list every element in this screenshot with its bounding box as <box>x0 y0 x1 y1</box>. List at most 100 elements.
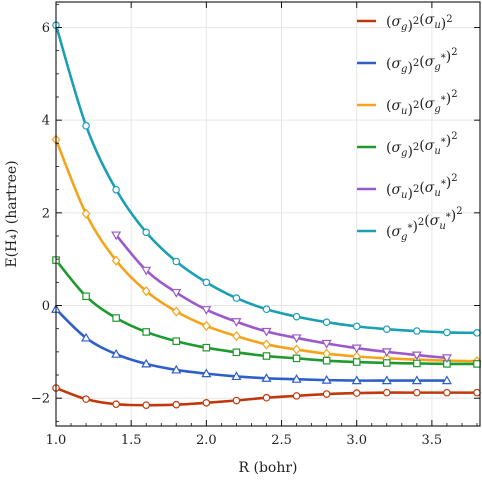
triangle-down-marker <box>231 318 242 327</box>
diamond-marker <box>262 339 271 350</box>
legend-label-part: σ <box>391 56 401 72</box>
diamond-marker <box>171 306 181 317</box>
legend: (σg)2(σu)2(σg)2(σg*)2(σu)2(σg*)2(σg)2(σu… <box>357 12 463 243</box>
legend-label-part: ) <box>451 208 456 224</box>
series-4 <box>52 256 481 368</box>
x-tick-label: 1.0 <box>46 433 67 448</box>
circle-marker <box>352 389 361 397</box>
legend-label-part: * <box>441 137 446 148</box>
legend-label-part: σ <box>430 213 440 229</box>
legend-label-part: ( <box>386 182 391 198</box>
circle-marker <box>262 393 271 402</box>
legend-label-part: ) <box>446 49 451 65</box>
triangle-up-marker <box>321 374 332 384</box>
legend-label-part: σ <box>391 182 401 198</box>
legend-label-part: ( <box>386 224 391 240</box>
legend-item: (σu)2(σg*)2 <box>357 89 458 118</box>
circle-marker <box>473 388 481 397</box>
series-layer <box>50 21 482 409</box>
y-axis-label: E(H₄) (hartree) <box>4 160 20 267</box>
legend-item: (σu)2(σu*)2 <box>357 173 458 202</box>
plot-frame <box>55 1 481 427</box>
legend-label-part: ) <box>407 60 412 76</box>
triangle-down-marker <box>201 306 212 315</box>
legend-label: (σg)2(σu)2 <box>386 12 453 34</box>
legend-label-part: g <box>434 62 440 73</box>
square-marker <box>232 348 241 357</box>
ticks: 1.0 1.5 2.0 2.5 3.0 3.5 −2 0 2 4 6 <box>31 2 480 448</box>
legend-label-part: 2 <box>418 217 424 228</box>
legend-label-part: 2 <box>456 206 462 217</box>
legend-label-part: ( <box>419 96 424 112</box>
legend-label-part: * <box>441 179 446 190</box>
x-tick-label: 1.5 <box>121 433 142 448</box>
legend-label-part: * <box>446 212 451 223</box>
legend-label-part: σ <box>391 98 401 114</box>
square-marker <box>382 359 391 367</box>
circle-marker <box>112 185 120 194</box>
legend-label-part: g <box>401 64 407 75</box>
y-tick-label: 4 <box>42 114 50 129</box>
legend-label-part: ( <box>419 54 424 70</box>
x-tick-label: 3.5 <box>422 433 443 448</box>
legend-label-part: u <box>434 188 440 199</box>
square-marker <box>352 358 361 366</box>
triangle-up-marker <box>171 364 182 374</box>
circle-marker <box>292 392 301 400</box>
legend-label-part: 2 <box>451 131 457 142</box>
legend-label-part: ) <box>446 133 451 149</box>
legend-label-part: * <box>407 223 412 234</box>
triangle-up-marker <box>441 375 452 385</box>
triangle-up-marker <box>291 373 302 383</box>
y-tick-label: 2 <box>42 206 50 221</box>
circle-marker <box>172 400 181 409</box>
legend-label-part: ) <box>407 186 412 202</box>
triangle-down-marker <box>411 351 422 361</box>
legend-label: (σu)2(σg*)2 <box>386 89 458 118</box>
circle-marker <box>112 400 120 409</box>
legend-label-part: 2 <box>446 14 452 25</box>
legend-label-part: * <box>441 53 446 64</box>
circle-marker <box>82 121 90 130</box>
legend-label: (σu)2(σu*)2 <box>386 173 458 202</box>
y-tick-label: −2 <box>31 392 50 407</box>
circle-marker <box>322 318 331 327</box>
legend-label: (σg)2(σg*)2 <box>386 47 458 76</box>
circle-marker <box>202 278 211 287</box>
square-marker <box>202 343 211 352</box>
legend-label-part: ( <box>386 56 391 72</box>
triangle-down-marker <box>261 327 272 337</box>
legend-label-part: g <box>401 22 407 33</box>
legend-label-part: u <box>434 20 440 31</box>
circle-marker <box>443 388 451 397</box>
circle-marker <box>262 305 271 314</box>
circle-marker <box>352 322 361 331</box>
legend-label-part: σ <box>425 180 435 196</box>
triangle-down-marker <box>171 288 182 298</box>
diamond-marker <box>201 320 211 332</box>
legend-label-part: 2 <box>413 16 419 27</box>
series-5 <box>111 231 452 364</box>
legend-label-part: 2 <box>413 184 419 195</box>
circle-marker <box>413 327 421 335</box>
square-marker <box>473 360 481 368</box>
triangle-down-marker <box>441 354 452 364</box>
legend-label-part: σ <box>425 96 435 112</box>
circle-marker <box>443 328 451 337</box>
legend-label: (σg*)2(σu*)2 <box>386 206 463 243</box>
circle-marker <box>322 390 331 398</box>
x-axis-label: R (bohr) <box>238 460 297 476</box>
circle-marker <box>142 228 151 237</box>
circle-marker <box>232 396 241 405</box>
triangle-up-marker <box>351 375 362 385</box>
triangle-down-marker <box>351 344 362 354</box>
triangle-down-marker <box>141 266 152 276</box>
square-marker <box>322 356 331 365</box>
diamond-marker <box>81 208 91 219</box>
legend-label-part: ) <box>407 144 412 160</box>
circle-marker <box>413 388 421 397</box>
triangle-down-marker <box>321 339 332 349</box>
legend-item: (σg*)2(σu*)2 <box>357 206 463 243</box>
